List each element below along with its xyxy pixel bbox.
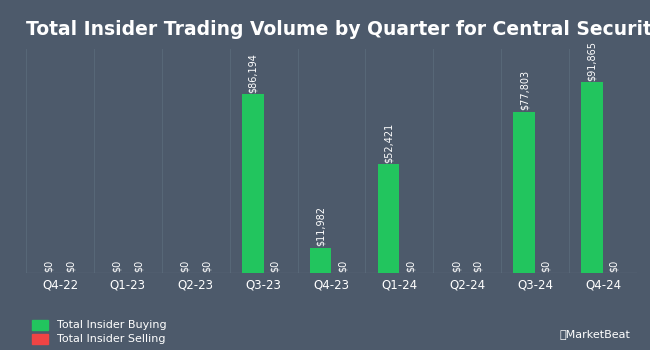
Text: $0: $0 [202,260,212,272]
Text: $0: $0 [451,260,462,272]
Text: $52,421: $52,421 [384,122,393,163]
Text: $0: $0 [337,260,347,272]
Text: $0: $0 [609,260,619,272]
Text: $11,982: $11,982 [316,206,326,246]
Text: $0: $0 [541,260,551,272]
Text: $0: $0 [270,260,280,272]
Text: $77,803: $77,803 [519,70,529,110]
Text: $91,865: $91,865 [587,41,597,81]
Bar [242,94,264,273]
Legend: Total Insider Buying, Total Insider Selling: Total Insider Buying, Total Insider Sell… [32,320,167,344]
Text: $86,194: $86,194 [248,53,258,92]
Bar [581,83,603,273]
Text: $0: $0 [473,260,483,272]
Text: ⼊MarketBeat: ⼊MarketBeat [560,329,630,340]
Text: $0: $0 [44,260,54,272]
Text: $0: $0 [405,260,415,272]
Text: $0: $0 [112,260,122,272]
Text: $0: $0 [180,260,190,272]
Bar [310,248,332,273]
Bar [514,112,535,273]
Text: $0: $0 [66,260,76,272]
Text: $0: $0 [134,260,144,272]
Bar [378,164,399,273]
Text: Total Insider Trading Volume by Quarter for Central Securities: Total Insider Trading Volume by Quarter … [26,20,650,39]
